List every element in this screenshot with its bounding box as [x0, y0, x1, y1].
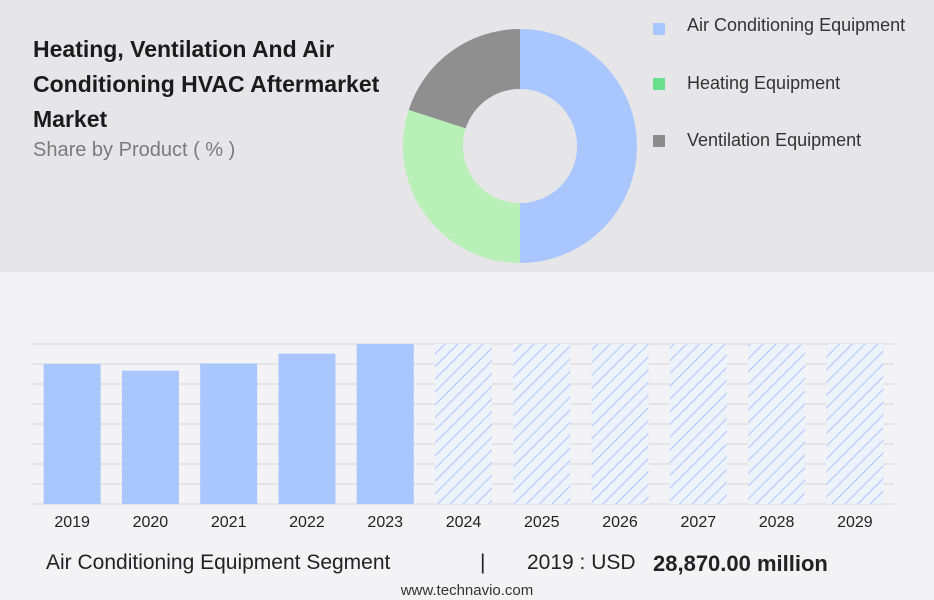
website-link[interactable]: www.technavio.com	[400, 582, 534, 599]
legend-label-heating: Heating Equipment	[687, 73, 841, 93]
forecast-bar-2029	[826, 344, 884, 504]
x-tick-label: 2027	[681, 514, 717, 531]
x-tick-label: 2028	[759, 514, 795, 531]
x-tick-label: 2025	[524, 514, 560, 531]
footer-segment: Air Conditioning Equipment Segment	[46, 551, 391, 574]
footer-summary: Air Conditioning Equipment Segment | 201…	[46, 551, 926, 581]
x-tick-label: 2021	[211, 514, 247, 531]
donut-slice-air-conditioning-equipment	[520, 29, 637, 263]
forecast-bar-2025	[513, 344, 571, 504]
bar-2020	[121, 370, 179, 504]
forecast-bar-2027	[669, 344, 727, 504]
bar-2021	[200, 363, 258, 504]
x-tick-label: 2026	[602, 514, 638, 531]
bar-2022	[278, 353, 336, 504]
footer-year-label: 2019 : USD	[527, 551, 636, 574]
x-tick-label: 2022	[289, 514, 325, 531]
legend-swatch-air-conditioning	[653, 23, 665, 35]
page-subtitle: Share by Product ( % )	[33, 139, 236, 161]
bar-2019	[43, 364, 101, 504]
legend-label-ventilation: Ventilation Equipment	[687, 130, 862, 150]
footer-separator: |	[480, 551, 486, 574]
page-title: Heating, Ventilation And Air Conditionin…	[33, 36, 380, 132]
donut-slice-heating-equipment	[402, 109, 520, 264]
forecast-bar-2028	[748, 344, 806, 504]
donut-hole	[463, 89, 577, 203]
x-tick-label: 2019	[54, 514, 90, 531]
donut-chart	[402, 29, 637, 264]
footer-value: 28,870.00 million	[653, 551, 828, 576]
bar-chart: 2019 2020 2021 2022 2023 2024 2025 2026 2027 2028…	[33, 343, 894, 531]
bar-2023	[356, 344, 414, 504]
forecast-bar-2024	[435, 344, 492, 504]
x-tick-label: 2024	[446, 514, 482, 531]
x-tick-label: 2023	[367, 514, 403, 531]
legend-label-air-conditioning: Air Conditioning Equipment	[687, 15, 906, 35]
donut-slice-ventilation-equipment	[408, 29, 520, 129]
x-tick-label: 2029	[837, 514, 873, 531]
legend-swatch-heating	[653, 78, 665, 90]
forecast-bar-2026	[591, 344, 649, 504]
x-tick-label: 2020	[133, 514, 169, 531]
legend-swatch-ventilation	[653, 135, 665, 147]
